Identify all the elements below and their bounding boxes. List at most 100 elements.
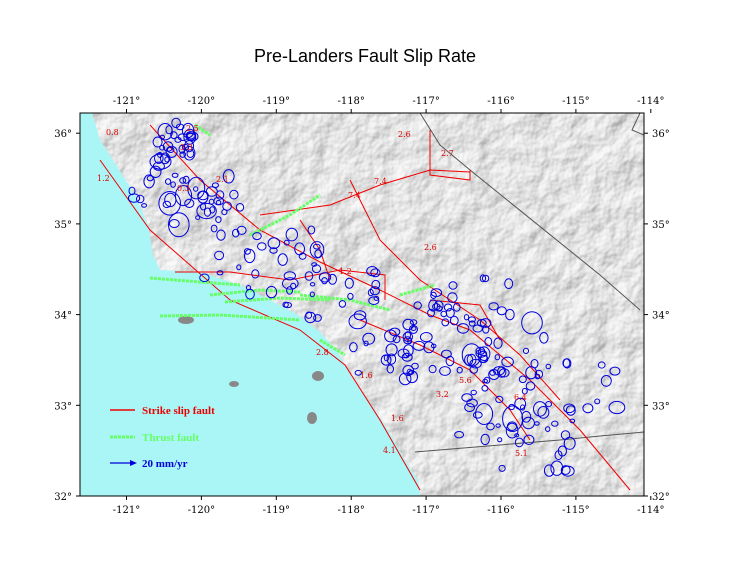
gps-ellipse	[309, 291, 315, 298]
gps-ellipse	[545, 426, 551, 432]
gps-ellipse	[475, 346, 486, 355]
gps-ellipse	[184, 140, 195, 153]
gps-ellipse	[488, 369, 500, 380]
strike-slip-fault	[429, 130, 471, 181]
x-tick-label: -118°	[337, 505, 364, 516]
slip-rate-label: 7.4	[374, 177, 387, 186]
gps-ellipse	[184, 198, 195, 208]
gps-ellipse	[162, 200, 172, 209]
gps-ellipse	[265, 285, 278, 299]
x-tick-label: -121°	[113, 96, 140, 107]
gps-ellipse	[475, 403, 494, 425]
gps-ellipse	[495, 423, 501, 428]
x-tick-label: -115°	[562, 505, 589, 516]
gps-ellipse	[168, 219, 180, 228]
gps-ellipse	[428, 364, 437, 374]
x-tick-label: -118°	[337, 96, 364, 107]
gps-ellipse	[136, 194, 145, 204]
x-tick-label: -114°	[637, 505, 664, 516]
gps-ellipse	[269, 247, 278, 254]
gps-ellipse	[236, 264, 242, 271]
slip-rate-label: 7.4	[348, 191, 361, 200]
gps-ellipse	[170, 131, 178, 140]
gps-ellipse	[523, 434, 535, 445]
slip-rate-label: 3.2	[436, 390, 449, 399]
gps-ellipse	[347, 292, 354, 300]
legend-label: Thrust fault	[142, 432, 199, 444]
gps-ellipse	[468, 320, 476, 327]
gps-ellipse	[208, 198, 215, 205]
gps-ellipse	[482, 378, 488, 384]
gps-ellipse	[432, 303, 441, 311]
gps-ellipse	[494, 354, 500, 361]
x-tick-label: -120°	[188, 96, 215, 107]
thrust-fault	[319, 338, 346, 357]
gps-ellipse	[534, 373, 541, 380]
gps-ellipse	[534, 421, 540, 426]
gps-ellipse	[479, 274, 487, 283]
gps-ellipse	[185, 131, 199, 142]
gps-ellipse	[232, 228, 240, 238]
gps-ellipse	[449, 315, 459, 326]
gps-ellipse	[398, 372, 412, 386]
island	[178, 316, 194, 324]
gps-ellipse	[489, 370, 497, 376]
gps-ellipse	[505, 308, 515, 321]
gps-ellipse	[545, 401, 552, 408]
gps-ellipse	[537, 406, 550, 419]
gps-ellipse	[199, 273, 210, 283]
gps-ellipse	[448, 281, 458, 290]
slip-rate-label: 1.6	[391, 414, 404, 423]
gps-ellipse	[498, 464, 506, 472]
gps-ellipse	[609, 366, 621, 376]
gps-ellipse	[565, 405, 576, 416]
x-tick-label: -120°	[188, 505, 215, 516]
strike-slip-fault	[175, 269, 386, 300]
axis-ticks: -121° -121° -120° -120° -119° -119° -118° -118°…	[54, 96, 669, 516]
gps-ellipse	[187, 176, 206, 200]
gps-ellipse	[222, 169, 235, 184]
gps-ellipse	[482, 326, 490, 334]
gps-ellipse	[127, 193, 141, 203]
gps-ellipse	[412, 340, 426, 351]
gps-ellipse	[210, 224, 218, 233]
slip-rate-label: 0.3	[177, 184, 190, 193]
gps-ellipse	[479, 318, 492, 328]
gps-ellipse	[447, 292, 458, 303]
gps-ellipse	[402, 318, 415, 331]
x-tick-label: -116°	[487, 505, 514, 516]
gps-ellipse	[470, 389, 477, 396]
gps-ellipse	[385, 343, 398, 357]
y-tick-label: 34°	[652, 311, 670, 322]
gps-ellipse	[560, 465, 575, 477]
slip-rate-label: 4.1	[383, 446, 396, 455]
gps-ellipse	[456, 366, 463, 374]
gps-ellipse	[404, 331, 411, 340]
gps-ellipse	[143, 174, 155, 189]
gps-ellipse	[243, 248, 251, 255]
strike-slip-fault	[149, 124, 631, 491]
gps-ellipse	[186, 149, 195, 159]
slip-rate-layer: 0.8 2.5 1.2 3.3 0.3 2.1 2.6 2.7 7.4 7.4 2.6 1.2 2.8 1…	[97, 124, 528, 458]
gps-ellipse	[235, 203, 245, 212]
gps-ellipse-layer	[127, 117, 626, 477]
gps-ellipse	[368, 296, 380, 306]
x-tick-label: -121°	[113, 505, 140, 516]
gps-ellipse	[463, 314, 470, 321]
gps-ellipse	[311, 264, 322, 274]
gps-ellipse	[152, 136, 163, 148]
gps-ellipse	[521, 387, 528, 395]
gps-ellipse	[477, 346, 491, 362]
gps-ellipse	[597, 361, 606, 369]
gps-ellipse	[211, 182, 219, 188]
gps-ellipse	[298, 252, 307, 260]
slip-rate-label: 6.4	[514, 393, 527, 402]
gps-ellipse	[423, 341, 435, 354]
gps-ellipse	[498, 368, 510, 378]
gps-ellipse	[146, 175, 154, 182]
gps-ellipse	[128, 186, 136, 196]
gps-ellipse	[430, 291, 437, 299]
gps-ellipse	[402, 365, 415, 376]
gps-ellipse	[402, 331, 413, 342]
gps-ellipse	[481, 385, 489, 392]
